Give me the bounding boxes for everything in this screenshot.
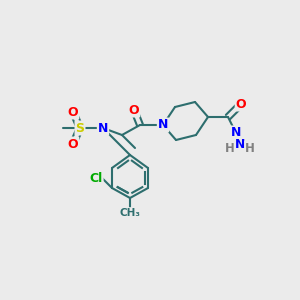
- Text: CH₃: CH₃: [119, 208, 140, 218]
- Text: N: N: [158, 118, 168, 131]
- Text: N: N: [235, 139, 245, 152]
- Text: N: N: [231, 127, 241, 140]
- Text: Cl: Cl: [89, 172, 103, 184]
- Text: O: O: [68, 137, 78, 151]
- Text: O: O: [68, 106, 78, 118]
- Text: N: N: [98, 122, 108, 134]
- Text: S: S: [76, 122, 85, 134]
- Text: H: H: [245, 142, 255, 154]
- Text: O: O: [129, 103, 139, 116]
- Text: H: H: [225, 142, 235, 154]
- Text: O: O: [236, 98, 246, 110]
